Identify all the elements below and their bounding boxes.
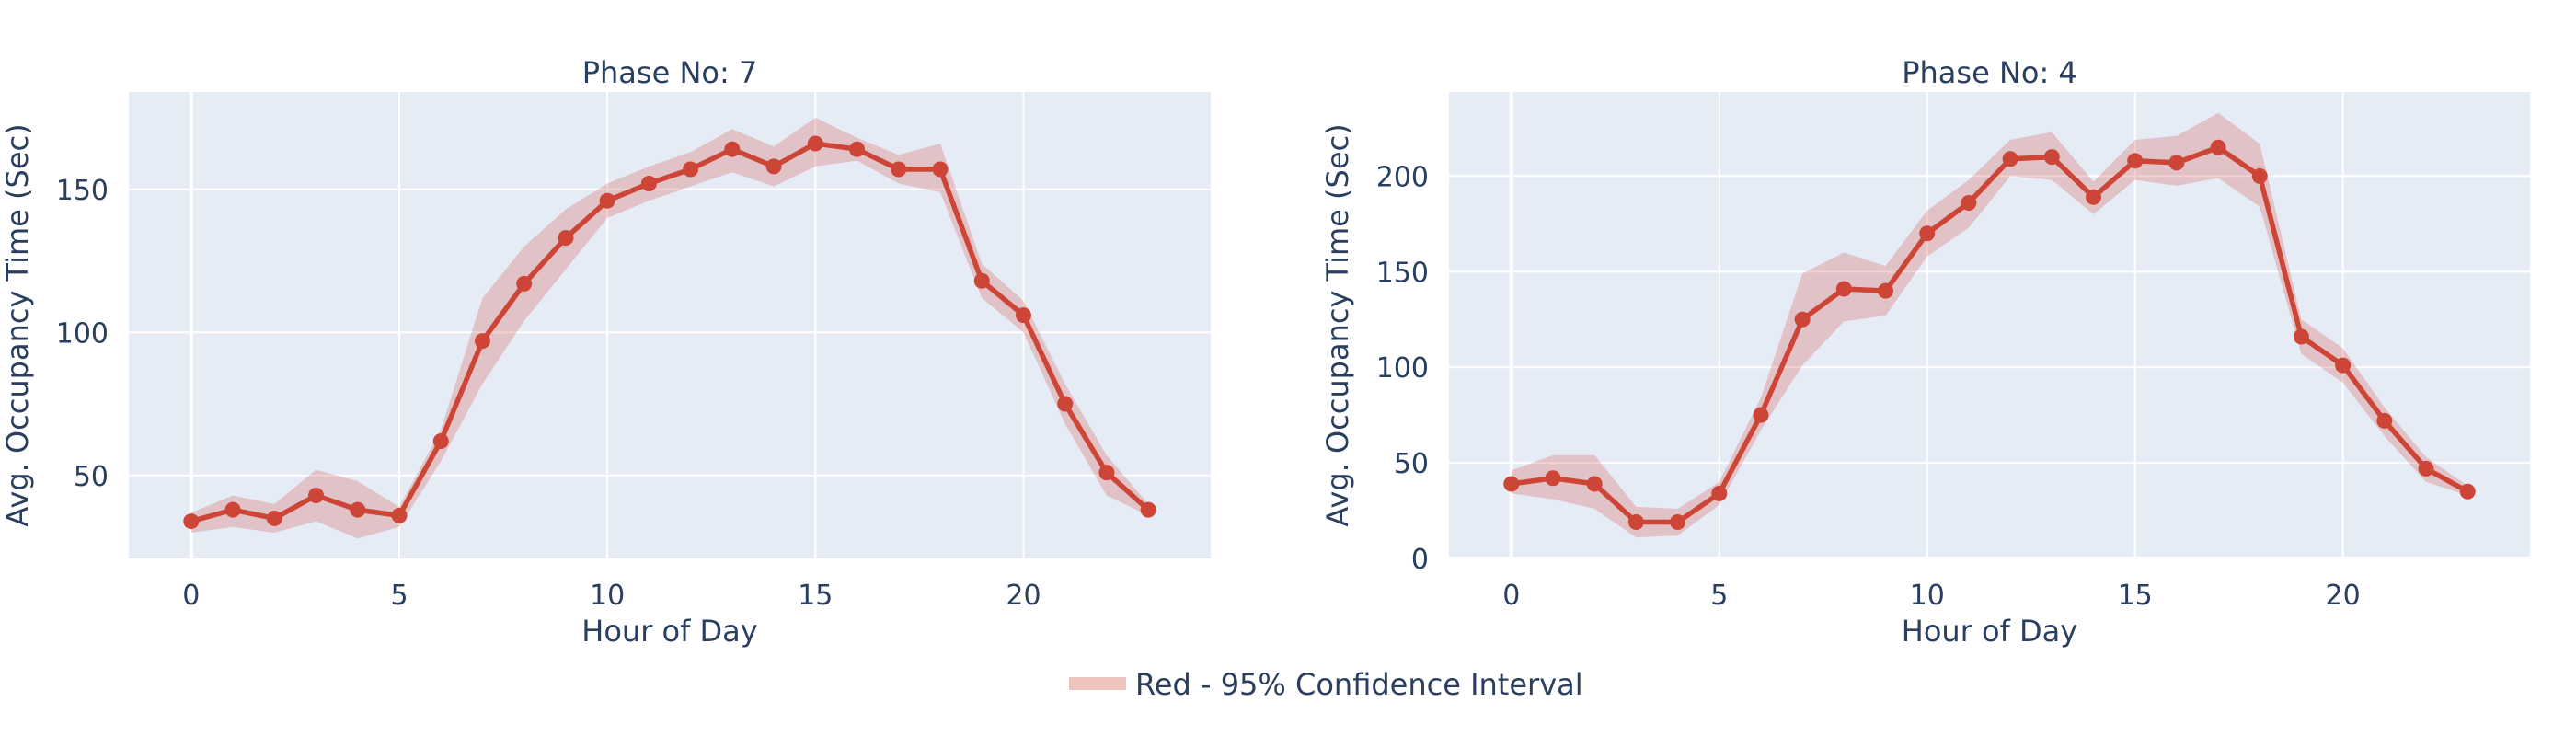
y-tick-label: 200: [1376, 161, 1429, 193]
data-point: [932, 161, 949, 178]
x-axis-title: Hour of Day: [1902, 614, 2077, 649]
data-point: [2168, 155, 2185, 171]
legend-swatch: [1069, 677, 1126, 690]
data-point: [765, 158, 782, 175]
data-point: [1961, 195, 1977, 212]
data-point: [1057, 396, 1074, 412]
data-point: [1878, 282, 1894, 299]
data-point: [183, 513, 200, 530]
data-point: [432, 432, 449, 449]
y-axis-title: Avg. Occupancy Time (Sec): [1320, 123, 1355, 526]
x-tick-label: 10: [1910, 580, 1945, 612]
data-point: [266, 510, 282, 526]
data-point: [599, 192, 615, 209]
data-point: [516, 275, 533, 292]
data-point: [2002, 151, 2018, 167]
x-tick-label: 5: [1710, 580, 1728, 612]
data-point: [350, 501, 366, 518]
chart-title: Phase No: 4: [1902, 55, 2077, 90]
data-point: [2459, 483, 2476, 500]
data-point: [2210, 139, 2226, 155]
data-point: [558, 230, 574, 247]
y-tick-label: 100: [1376, 352, 1429, 385]
data-point: [474, 333, 490, 350]
data-point: [683, 161, 699, 178]
data-point: [308, 488, 325, 504]
data-point: [1140, 501, 1156, 518]
x-tick-label: 15: [2118, 580, 2153, 612]
legend-label: Red - 95% Confidence Interval: [1135, 667, 1583, 702]
data-point: [1753, 407, 1769, 423]
x-tick-label: 10: [590, 580, 625, 612]
data-point: [2251, 167, 2268, 184]
legend: Red - 95% Confidence Interval: [1069, 667, 1583, 702]
data-point: [1098, 465, 1115, 481]
x-tick-label: 5: [390, 580, 408, 612]
data-point: [973, 272, 990, 289]
data-point: [2085, 189, 2101, 205]
data-point: [1670, 514, 1686, 531]
data-point: [724, 141, 741, 157]
x-tick-label: 15: [798, 580, 833, 612]
y-tick-label: 50: [1394, 448, 1429, 480]
data-point: [1627, 514, 1644, 531]
y-tick-label: 0: [1411, 544, 1429, 576]
data-point: [1015, 307, 1031, 324]
data-point: [1503, 476, 1520, 492]
y-tick-label: 150: [1376, 257, 1429, 289]
data-point: [224, 501, 241, 518]
y-tick-label: 150: [56, 175, 109, 207]
data-point: [391, 507, 408, 523]
data-point: [2418, 460, 2434, 477]
y-tick-label: 50: [74, 461, 109, 493]
x-axis-title: Hour of Day: [581, 614, 757, 649]
chart-title: Phase No: 7: [582, 55, 758, 90]
data-point: [2127, 153, 2144, 169]
x-tick-label: 20: [1006, 580, 1041, 612]
data-point: [1545, 470, 1561, 487]
x-tick-label: 0: [1502, 580, 1520, 612]
y-axis-title: Avg. Occupancy Time (Sec): [0, 123, 35, 526]
chart-panel-1: 0 5 10 15 20 50 100 150 Phase No: 7 Hour of Day Av…: [0, 55, 1211, 649]
data-point: [849, 141, 866, 157]
data-point: [1794, 311, 1811, 328]
x-tick-label: 0: [182, 580, 200, 612]
data-point: [2335, 357, 2352, 374]
data-point: [2043, 149, 2060, 166]
x-tick-label: 20: [2326, 580, 2361, 612]
y-tick-label: 100: [56, 317, 109, 350]
data-point: [1711, 485, 1728, 501]
plot-area: [1449, 92, 2530, 558]
data-point: [891, 161, 907, 178]
data-point: [1835, 281, 1852, 297]
data-point: [1586, 476, 1603, 492]
data-point: [2293, 328, 2309, 345]
data-point: [2376, 412, 2393, 429]
confidence-band: [190, 117, 1149, 539]
data-point: [807, 135, 823, 152]
data-point: [1919, 225, 1936, 242]
data-point: [640, 176, 657, 192]
